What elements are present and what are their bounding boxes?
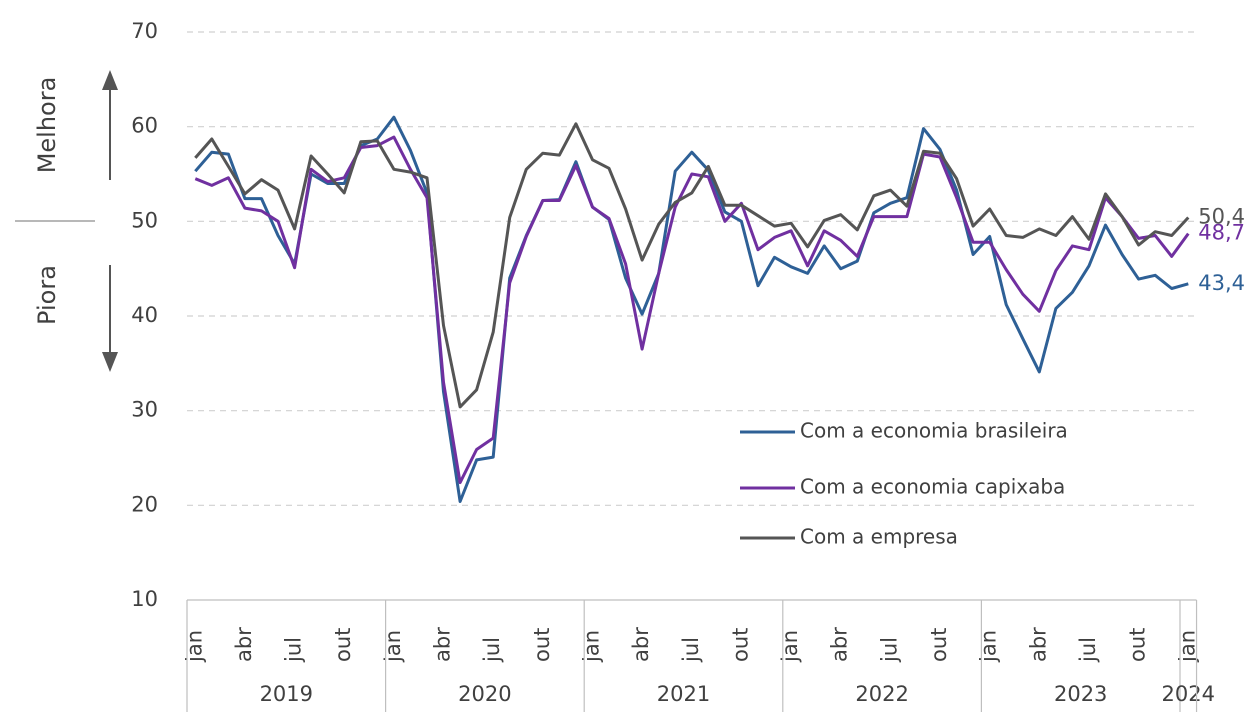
year-label: 2023 <box>1054 682 1107 706</box>
y-tick-label: 30 <box>131 398 158 422</box>
end-label: 50,4 <box>1198 205 1245 229</box>
x-tick-label: jul <box>877 637 901 663</box>
y-tick-label: 70 <box>131 19 158 43</box>
year-label: 2024 <box>1162 682 1215 706</box>
annotation-up: Melhora <box>33 77 61 174</box>
year-label: 2020 <box>458 682 511 706</box>
x-tick-label: out <box>530 628 554 662</box>
x-tick-label: jan <box>381 630 405 663</box>
x-tick-label: jan <box>182 630 206 663</box>
x-tick-label: jul <box>282 637 306 663</box>
y-tick-label: 20 <box>131 492 158 516</box>
legend-label: Com a empresa <box>800 525 958 549</box>
x-tick-label: abr <box>629 627 653 662</box>
y-tick-label: 60 <box>131 114 158 138</box>
year-label: 2021 <box>657 682 710 706</box>
x-tick-label: abr <box>232 627 256 662</box>
x-tick-label: out <box>1126 628 1150 662</box>
x-tick-label: jul <box>480 637 504 663</box>
x-tick-label: abr <box>431 627 455 662</box>
series-line <box>194 135 1190 485</box>
y-tick-label: 10 <box>131 587 158 611</box>
x-tick-label: out <box>331 628 355 662</box>
x-tick-label: jul <box>1076 637 1100 663</box>
x-tick-label: jan <box>977 630 1001 663</box>
series-line <box>194 122 1190 409</box>
end-label: 48,7 <box>1198 221 1245 245</box>
legend-label: Com a economia capixaba <box>800 475 1065 499</box>
annotation-down: Piora <box>33 265 61 325</box>
year-label: 2019 <box>260 682 313 706</box>
x-tick-label: jan <box>579 630 603 663</box>
x-tick-label: out <box>728 628 752 662</box>
x-tick-label: jan <box>778 630 802 663</box>
x-tick-label: abr <box>828 627 852 662</box>
legend-label: Com a economia brasileira <box>800 419 1068 443</box>
y-tick-label: 50 <box>131 208 158 232</box>
y-tick-label: 40 <box>131 303 158 327</box>
year-label: 2022 <box>855 682 908 706</box>
end-label: 43,4 <box>1198 271 1245 295</box>
x-tick-label: abr <box>1026 627 1050 662</box>
x-tick-label: jul <box>679 637 703 663</box>
x-tick-label: out <box>927 628 951 662</box>
x-tick-label: jan <box>1175 630 1199 663</box>
